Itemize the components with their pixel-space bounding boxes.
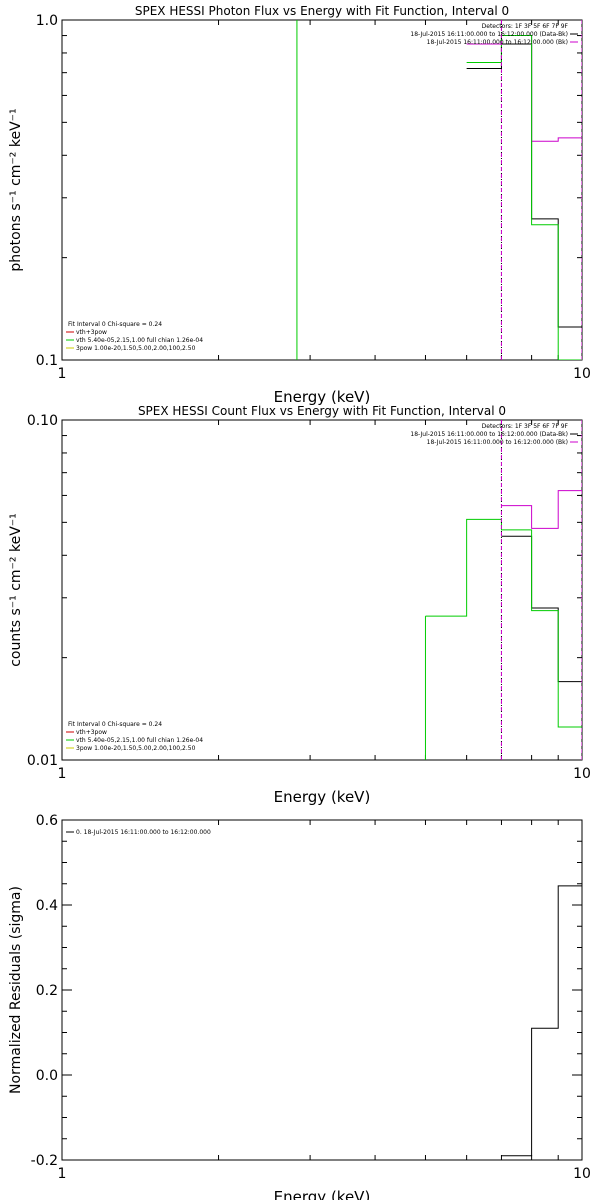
plot-frame — [61, 819, 583, 1161]
chart-panel-3: 1 10 -0.2 0.0 0.2 0.4 0.6 Energy (keV) Normalize… — [8, 813, 591, 1200]
y-tick-label: -0.2 — [31, 1153, 58, 1169]
legend-right-text: 18-Jul-2015 16:11:00.000 to 16:12:00.000… — [427, 439, 568, 446]
series-line-2 — [501, 490, 582, 529]
series-line-2 — [466, 35, 582, 142]
y-tick-label: 0.6 — [36, 813, 58, 829]
legend-left-text: 3pow 1.00e-20,1.50,5.00,2.00,100,2.50 — [76, 745, 196, 752]
y-tick-label: 0.1 — [36, 353, 58, 369]
y-tick-label: 0.01 — [27, 753, 58, 769]
legend-left-text: vth 5.40e-05,2.15,1.00 full chian 1.26e-… — [76, 737, 203, 744]
series-line-3 — [466, 35, 582, 360]
plot-frame — [61, 19, 583, 361]
y-tick-label: 0.2 — [36, 983, 58, 999]
y-axis-label: photons s⁻¹ cm⁻² keV⁻¹ — [8, 108, 24, 271]
x-axis-label: Energy (keV) — [274, 1188, 371, 1200]
series-line-1 — [501, 885, 582, 1157]
series-line-1 — [501, 535, 582, 683]
x-tick-label: 1 — [58, 366, 67, 382]
chart-title: SPEX HESSI Photon Flux vs Energy with Fi… — [135, 4, 509, 18]
series-group — [424, 420, 582, 760]
chart-panel-2: 1 10 0.01 0.10 SPEX HESSI Count Flux vs Ener… — [8, 404, 591, 806]
chart-title: SPEX HESSI Count Flux vs Energy with Fit… — [138, 404, 506, 418]
legend-right-text: Detectors: 1F 3F 5F 6F 7F 9F — [482, 23, 569, 30]
legend-right-text: Detectors: 1F 3F 5F 6F 7F 9F — [482, 423, 569, 430]
x-tick-label: 10 — [573, 766, 591, 782]
x-tick-label: 1 — [58, 766, 67, 782]
chart-panel-1: 1 10 0.1 1.0 SPEX HESSI Photon Flux vs Energ… — [8, 4, 591, 406]
y-tick-label: 0.4 — [36, 898, 58, 914]
legend-left-text: Fit Interval 0 Chi-square = 0.24 — [68, 321, 162, 328]
y-tick-label: 0.10 — [27, 413, 58, 429]
legend-right-text: 18-Jul-2015 16:11:00.000 to 16:12:00.000… — [410, 31, 568, 38]
legend-left-text: vth+3pow — [76, 729, 107, 736]
x-tick-label: 10 — [573, 366, 591, 382]
legend-left-text: vth+3pow — [76, 329, 107, 336]
y-tick-label: 1.0 — [36, 13, 58, 29]
x-axis-label: Energy (keV) — [274, 788, 371, 806]
x-tick-label: 10 — [573, 1166, 591, 1182]
y-axis-label: counts s⁻¹ cm⁻² keV⁻¹ — [8, 513, 24, 667]
legend-left-text: 0. 18-Jul-2015 16:11:00.000 to 16:12:00.… — [76, 829, 211, 836]
legend-left-text: vth 5.40e-05,2.15,1.00 full chian 1.26e-… — [76, 337, 203, 344]
y-tick-label: 0.0 — [36, 1068, 58, 1084]
series-line-3 — [425, 518, 582, 728]
series-line-1 — [466, 43, 582, 328]
x-tick-label: 1 — [58, 1166, 67, 1182]
series-group — [296, 20, 582, 360]
legend-right-text: 18-Jul-2015 16:11:00.000 to 16:12:00.000… — [427, 39, 568, 46]
legend-right-text: 18-Jul-2015 16:11:00.000 to 16:12:00.000… — [410, 431, 568, 438]
legend-left-text: 3pow 1.00e-20,1.50,5.00,2.00,100,2.50 — [76, 345, 196, 352]
series-group — [501, 885, 582, 1157]
plot-frame — [61, 419, 583, 761]
legend-left-text: Fit Interval 0 Chi-square = 0.24 — [68, 721, 162, 728]
x-axis-label: Energy (keV) — [274, 388, 371, 406]
y-axis-label: Normalized Residuals (sigma) — [8, 886, 24, 1094]
